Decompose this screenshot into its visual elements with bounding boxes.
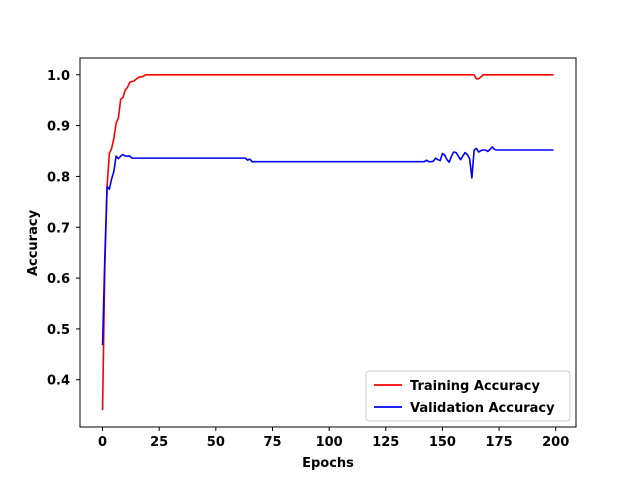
legend-entry-label: Training Accuracy <box>410 379 540 394</box>
legend: Training Accuracy Validation Accuracy <box>365 370 571 422</box>
axes-spines <box>79 57 577 428</box>
x-tick-label: 150 <box>429 435 456 450</box>
axes-frame <box>79 57 577 428</box>
x-tick-label: 175 <box>486 435 513 450</box>
y-axis-ticks: 0.4 0.5 0.6 0.7 0.8 0.9 1.0 <box>47 69 80 389</box>
series-line-validation-accuracy <box>101 146 554 346</box>
x-axis-ticks: 0 25 50 75 100 125 150 175 200 <box>98 427 569 450</box>
x-tick-label: 50 <box>207 435 225 450</box>
x-tick-label: 25 <box>150 435 168 450</box>
y-tick-label: 0.5 <box>47 323 70 338</box>
y-tick-label: 0.9 <box>47 120 70 135</box>
y-tick-label: 0.8 <box>47 170 70 185</box>
series-line-training-accuracy <box>101 73 554 411</box>
x-tick-label: 125 <box>372 435 399 450</box>
y-axis-label: Accuracy <box>26 209 41 276</box>
legend-box <box>365 370 571 422</box>
y-tick-label: 0.7 <box>47 221 70 236</box>
x-tick-label: 100 <box>316 435 343 450</box>
x-tick-label: 200 <box>542 435 569 450</box>
y-tick-label: 0.4 <box>47 374 70 389</box>
x-tick-label: 75 <box>263 435 281 450</box>
plot-background <box>80 58 576 427</box>
y-tick-label: 0.6 <box>47 272 70 287</box>
x-tick-label: 0 <box>98 435 107 450</box>
x-axis-label: Epochs <box>302 456 354 471</box>
y-tick-label: 1.0 <box>47 69 70 84</box>
series-layer <box>101 73 554 411</box>
legend-entry-label: Validation Accuracy <box>410 401 555 416</box>
plot-area <box>80 58 576 427</box>
